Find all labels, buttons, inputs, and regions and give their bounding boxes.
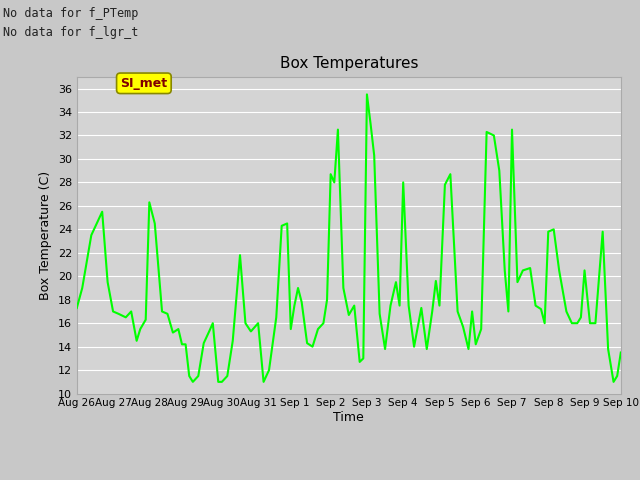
Y-axis label: Box Temperature (C): Box Temperature (C)	[39, 170, 52, 300]
Text: SI_met: SI_met	[120, 77, 168, 90]
Text: No data for f_lgr_t: No data for f_lgr_t	[3, 26, 139, 39]
Title: Box Temperatures: Box Temperatures	[280, 57, 418, 72]
X-axis label: Time: Time	[333, 411, 364, 424]
Text: No data for f_PTemp: No data for f_PTemp	[3, 7, 139, 20]
